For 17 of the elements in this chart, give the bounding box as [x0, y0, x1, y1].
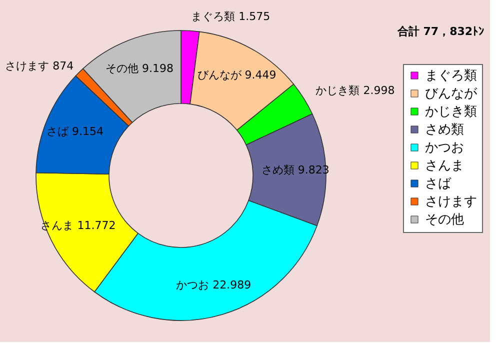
- legend-label: かつお: [425, 140, 464, 156]
- category-label: かじき類 2.998: [316, 84, 395, 98]
- legend-label: さめ類: [425, 122, 464, 138]
- legend-label: さんま: [425, 158, 464, 174]
- legend-label: かじき類: [425, 104, 477, 120]
- category-label: さけます 874: [5, 59, 74, 72]
- category-label: かつお 22.989: [176, 278, 252, 292]
- legend-label: さけます: [425, 194, 477, 210]
- legend-label: びんなが: [425, 86, 478, 102]
- legend-label: その他: [425, 212, 464, 228]
- category-label: びんなが 9.449: [197, 68, 276, 82]
- category-label: まぐろ類 1.575: [191, 10, 270, 23]
- category-label: その他 9.198: [105, 62, 174, 75]
- category-label: さば 9.154: [46, 125, 104, 138]
- text: 合計 77，832ﾄﾝ: [396, 25, 485, 38]
- legend-label: まぐろ類: [425, 68, 477, 84]
- legend-label: さば: [425, 176, 452, 192]
